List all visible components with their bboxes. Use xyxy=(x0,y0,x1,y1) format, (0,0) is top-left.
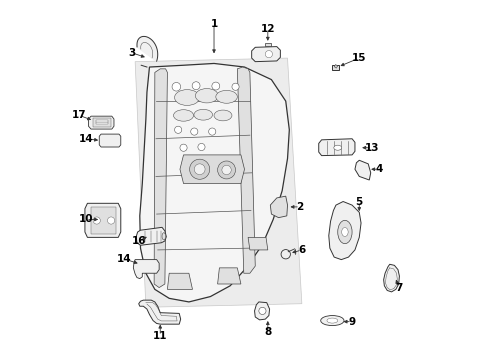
Circle shape xyxy=(192,82,200,90)
Polygon shape xyxy=(180,155,244,184)
Polygon shape xyxy=(139,300,180,324)
Text: 13: 13 xyxy=(364,143,378,153)
Circle shape xyxy=(258,307,265,315)
Text: 11: 11 xyxy=(153,331,167,341)
Ellipse shape xyxy=(195,89,218,103)
Text: 15: 15 xyxy=(351,53,366,63)
Circle shape xyxy=(208,128,215,135)
Polygon shape xyxy=(88,116,114,129)
Circle shape xyxy=(190,128,198,135)
Ellipse shape xyxy=(215,90,237,103)
Polygon shape xyxy=(354,160,370,180)
Ellipse shape xyxy=(333,145,341,150)
Text: 16: 16 xyxy=(131,236,145,246)
Circle shape xyxy=(180,144,187,151)
Polygon shape xyxy=(137,36,158,61)
Polygon shape xyxy=(99,134,121,147)
Text: 4: 4 xyxy=(374,164,382,174)
Text: 3: 3 xyxy=(128,48,135,58)
Polygon shape xyxy=(217,268,241,284)
Circle shape xyxy=(281,249,290,259)
Circle shape xyxy=(217,161,235,179)
Circle shape xyxy=(222,165,231,175)
Text: 6: 6 xyxy=(298,245,305,255)
Circle shape xyxy=(172,82,180,91)
Polygon shape xyxy=(333,64,337,68)
Circle shape xyxy=(93,217,100,224)
Bar xyxy=(332,64,338,69)
Circle shape xyxy=(198,143,204,150)
Polygon shape xyxy=(247,237,267,250)
Polygon shape xyxy=(167,273,192,289)
Circle shape xyxy=(265,50,272,58)
Circle shape xyxy=(211,82,219,90)
Text: 17: 17 xyxy=(72,111,87,121)
Polygon shape xyxy=(136,227,166,245)
Circle shape xyxy=(107,217,115,224)
Polygon shape xyxy=(237,67,255,273)
Polygon shape xyxy=(133,260,159,279)
Ellipse shape xyxy=(320,316,344,325)
Polygon shape xyxy=(135,58,301,307)
Ellipse shape xyxy=(162,233,165,240)
Text: 2: 2 xyxy=(296,202,303,212)
Polygon shape xyxy=(91,207,116,234)
Circle shape xyxy=(174,126,182,134)
Ellipse shape xyxy=(337,220,351,244)
Text: 8: 8 xyxy=(264,327,271,337)
Bar xyxy=(265,42,270,46)
Text: 14: 14 xyxy=(79,134,93,144)
Polygon shape xyxy=(93,118,111,127)
Ellipse shape xyxy=(326,318,337,323)
Ellipse shape xyxy=(173,110,193,121)
Polygon shape xyxy=(328,202,360,260)
Text: 1: 1 xyxy=(210,19,217,29)
Ellipse shape xyxy=(174,90,199,105)
Ellipse shape xyxy=(341,228,347,237)
Polygon shape xyxy=(254,302,269,320)
Text: 14: 14 xyxy=(117,254,131,264)
Polygon shape xyxy=(270,196,287,218)
Circle shape xyxy=(231,83,239,90)
Polygon shape xyxy=(154,69,167,288)
Circle shape xyxy=(194,164,204,175)
Ellipse shape xyxy=(214,110,231,121)
Bar xyxy=(96,120,108,122)
Polygon shape xyxy=(140,63,289,302)
Text: 9: 9 xyxy=(348,317,355,327)
Text: 12: 12 xyxy=(260,24,274,35)
Text: 5: 5 xyxy=(355,197,362,207)
Text: 7: 7 xyxy=(394,283,402,293)
Text: 10: 10 xyxy=(79,215,93,224)
Polygon shape xyxy=(251,46,280,62)
Ellipse shape xyxy=(194,109,212,120)
Bar xyxy=(96,122,108,124)
Circle shape xyxy=(189,159,209,179)
Polygon shape xyxy=(383,264,399,292)
Polygon shape xyxy=(318,139,354,156)
Polygon shape xyxy=(85,203,121,237)
